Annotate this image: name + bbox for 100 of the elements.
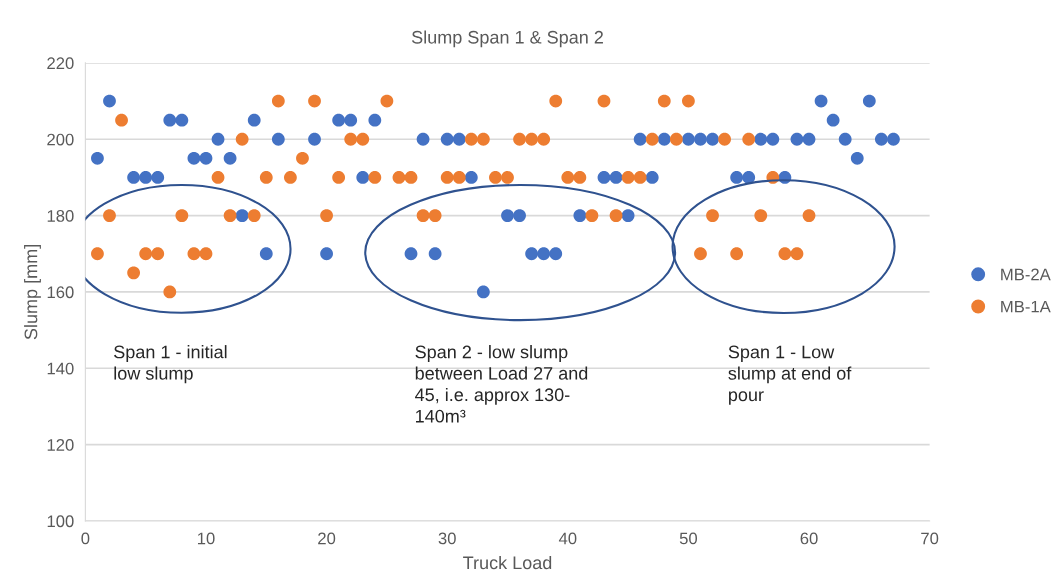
point (802, 132, 816, 146)
point (826, 113, 840, 127)
point (151, 171, 165, 184)
point (489, 171, 502, 184)
point (296, 151, 309, 165)
point (271, 94, 285, 108)
point (476, 285, 490, 299)
x-tick-label: 50 (679, 532, 698, 545)
x-axis-title: Truck Load (463, 555, 552, 570)
point (139, 171, 153, 184)
point (356, 171, 370, 184)
point (549, 247, 563, 261)
point (633, 132, 647, 146)
point (187, 151, 201, 165)
point (754, 209, 768, 222)
point (609, 171, 623, 184)
point (645, 132, 659, 146)
point (127, 266, 141, 280)
point (440, 132, 454, 146)
point (597, 171, 611, 184)
point (501, 171, 514, 184)
x-tick-label: 70 (921, 532, 939, 545)
legend-label: MB-1A (1001, 300, 1051, 313)
point (742, 171, 756, 184)
point (887, 132, 900, 146)
annotation: Span 2 - low slump between Load 27 and 45, i.e. approx 130- 140m³ (415, 345, 588, 423)
point (657, 94, 671, 108)
point (127, 171, 141, 184)
point (235, 132, 249, 146)
point (175, 113, 189, 127)
y-tick-label: 200 (47, 133, 74, 146)
point (537, 247, 551, 261)
point (452, 171, 466, 184)
legend-label: MB-2A (1001, 268, 1051, 281)
annotation: Span 1 - Low slump at end of pour (728, 345, 852, 405)
point (187, 247, 201, 261)
point (139, 247, 153, 261)
point (103, 94, 116, 108)
point (247, 113, 261, 127)
point (151, 247, 165, 261)
point (464, 171, 478, 184)
y-tick-label: 220 (47, 57, 74, 70)
point (332, 113, 346, 127)
point (271, 132, 285, 146)
point (694, 132, 707, 146)
point (742, 132, 756, 146)
point (332, 171, 346, 184)
point (537, 132, 551, 146)
point (223, 209, 237, 222)
point (344, 132, 358, 146)
point (706, 209, 719, 222)
point (91, 247, 104, 261)
point (778, 247, 792, 261)
point (103, 209, 116, 222)
point (525, 132, 539, 146)
point (718, 132, 731, 146)
point (874, 132, 888, 146)
point (416, 132, 430, 146)
point (199, 151, 213, 165)
point (513, 209, 526, 222)
point (440, 171, 454, 184)
point (211, 132, 225, 146)
point (452, 132, 466, 146)
point (669, 132, 683, 146)
point (91, 151, 104, 165)
y-tick-label: 180 (47, 210, 74, 222)
x-tick-label: 0 (81, 532, 90, 545)
x-tick-label: 20 (318, 532, 336, 545)
point (368, 113, 382, 127)
x-tick-label: 40 (558, 532, 577, 545)
point (790, 132, 804, 146)
point (284, 171, 297, 184)
y-tick-label: 140 (47, 362, 74, 375)
point (308, 132, 321, 146)
point (513, 132, 526, 146)
point (308, 94, 321, 108)
point (730, 171, 744, 184)
point (850, 151, 864, 165)
point (802, 209, 816, 222)
point (706, 132, 719, 146)
y-axis-title: Slump [mm] (24, 245, 41, 340)
point (464, 132, 478, 146)
point (573, 171, 587, 184)
point (392, 171, 406, 184)
point (633, 171, 647, 184)
point (754, 132, 768, 146)
point (115, 113, 128, 127)
point (247, 209, 261, 222)
point (235, 209, 249, 222)
point (476, 132, 490, 146)
point (585, 209, 599, 222)
point (814, 94, 828, 108)
annotation: Span 1 - initial low slump (114, 345, 227, 384)
point (621, 171, 635, 184)
point (597, 94, 611, 108)
point (561, 171, 575, 184)
y-tick-label: 120 (47, 439, 74, 451)
point (790, 247, 804, 261)
point (259, 247, 273, 261)
point (175, 209, 189, 222)
